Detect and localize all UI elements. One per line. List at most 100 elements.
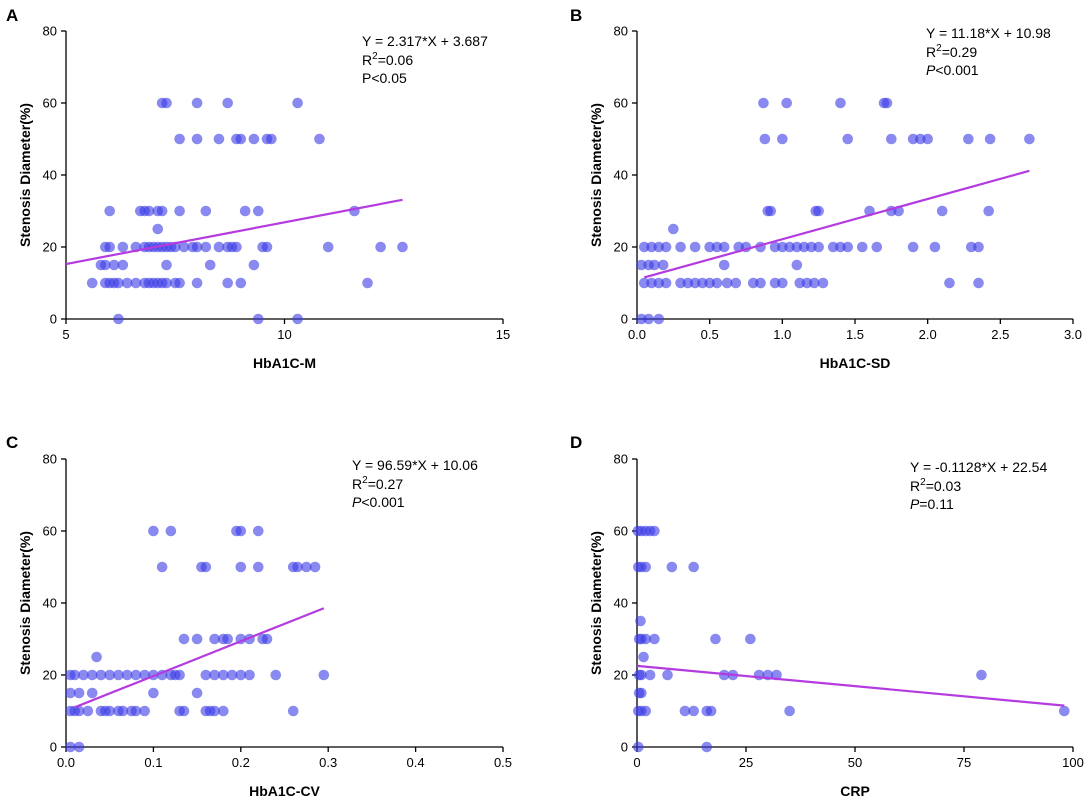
data-point [660, 241, 672, 253]
data-point [178, 705, 190, 717]
data-point [161, 277, 172, 289]
y-tick-label: 60 [614, 524, 628, 539]
data-point [314, 133, 325, 145]
data-point [65, 687, 76, 699]
p-value-text: P<0.001 [926, 62, 979, 78]
x-tick-label: 1.5 [846, 327, 864, 342]
data-point [705, 705, 717, 717]
data-point [984, 133, 996, 145]
data-point [191, 687, 203, 699]
p-value-text: P<0.05 [362, 70, 407, 86]
panel-a: A 0 20 40 60 80 5 10 15 HbA1C-M Stenosis Diameter(… [6, 6, 510, 371]
data-point [682, 277, 694, 289]
data-point [301, 561, 312, 573]
regression-equation: Y = 96.59*X + 10.06 [352, 457, 478, 473]
data-point [252, 525, 264, 537]
panel-letter: B [570, 6, 582, 25]
data-point [117, 259, 129, 271]
data-point [777, 277, 788, 289]
y-tick-label: 20 [614, 668, 628, 683]
y-tick-label: 80 [43, 24, 57, 39]
y-tick-label: 40 [43, 168, 57, 183]
data-point [1024, 133, 1035, 145]
regression-line [636, 664, 1065, 707]
data-point [218, 669, 229, 681]
data-point [191, 241, 203, 253]
data-point [121, 669, 133, 681]
data-point [261, 633, 273, 645]
data-point [730, 277, 742, 289]
y-tick-label: 80 [43, 452, 57, 467]
data-point [643, 313, 654, 325]
x-tick-label: 25 [739, 755, 753, 770]
data-point [235, 133, 247, 145]
data-point [213, 133, 225, 145]
data-point [78, 669, 89, 681]
data-point [270, 669, 282, 681]
data-point [809, 277, 820, 289]
data-point [718, 241, 730, 253]
data-point [200, 669, 212, 681]
x-tick-label: 100 [1062, 755, 1084, 770]
data-point [817, 277, 829, 289]
data-point [397, 241, 408, 253]
data-point [711, 277, 723, 289]
panel-c: C 0 20 40 60 80 0.0 0.1 0.2 0.3 0.4 0.5 HbA1C-CV Sten… [6, 433, 512, 797]
panel-d: D 0 20 40 60 80 0 25 50 75 100 CRP Stenosis Diameter… [570, 433, 1084, 797]
data-point [697, 277, 708, 289]
data-point [679, 705, 691, 717]
data-point [362, 277, 373, 289]
x-tick-label: 0.0 [628, 327, 646, 342]
data-point [95, 669, 107, 681]
data-point [798, 241, 810, 253]
y-tick-label: 0 [50, 740, 57, 755]
data-point [117, 241, 129, 253]
data-point [178, 633, 190, 645]
data-point [886, 133, 897, 145]
y-tick-label: 60 [43, 96, 57, 111]
y-tick-label: 20 [614, 240, 628, 255]
data-point [139, 705, 150, 717]
data-point [704, 241, 715, 253]
data-point [200, 205, 212, 217]
data-point [944, 277, 955, 289]
data-point [973, 277, 984, 289]
data-point [222, 633, 233, 645]
data-point [842, 133, 854, 145]
x-axis-title: HbA1C-SD [820, 355, 891, 371]
data-point [747, 277, 759, 289]
data-point [675, 277, 686, 289]
data-point [769, 241, 781, 253]
data-point [668, 223, 679, 235]
data-point [781, 97, 792, 109]
data-point [711, 241, 723, 253]
data-point [130, 669, 142, 681]
data-point [769, 277, 781, 289]
data-point [73, 741, 85, 753]
data-point [976, 669, 987, 681]
regression-equation: Y = 11.18*X + 10.98 [926, 25, 1051, 41]
data-point [113, 313, 124, 325]
data-point [130, 277, 142, 289]
x-tick-label: 2.0 [919, 327, 937, 342]
data-point [965, 241, 977, 253]
r-squared-text: R2=0.27 [352, 475, 403, 492]
regression-line [74, 607, 325, 709]
data-point [252, 313, 264, 325]
data-point [758, 97, 769, 109]
data-point [191, 277, 203, 289]
data-point [204, 259, 216, 271]
data-point [209, 705, 220, 717]
data-point [653, 277, 665, 289]
data-point [235, 525, 247, 537]
x-axis-title: HbA1C-CV [249, 783, 320, 797]
data-point [108, 259, 120, 271]
data-point [266, 133, 277, 145]
y-axis-title: Stenosis Diameter(%) [588, 531, 604, 675]
panel-b: B 0 20 40 60 80 0.0 0.5 1.0 1.5 2.0 2.5 3.0 HbA1C-SD S… [570, 6, 1082, 371]
data-point [640, 705, 652, 717]
data-point [69, 669, 81, 681]
y-axis-title: Stenosis Diameter(%) [588, 103, 604, 247]
data-point [688, 561, 699, 573]
x-tick-label: 0.3 [319, 755, 337, 770]
